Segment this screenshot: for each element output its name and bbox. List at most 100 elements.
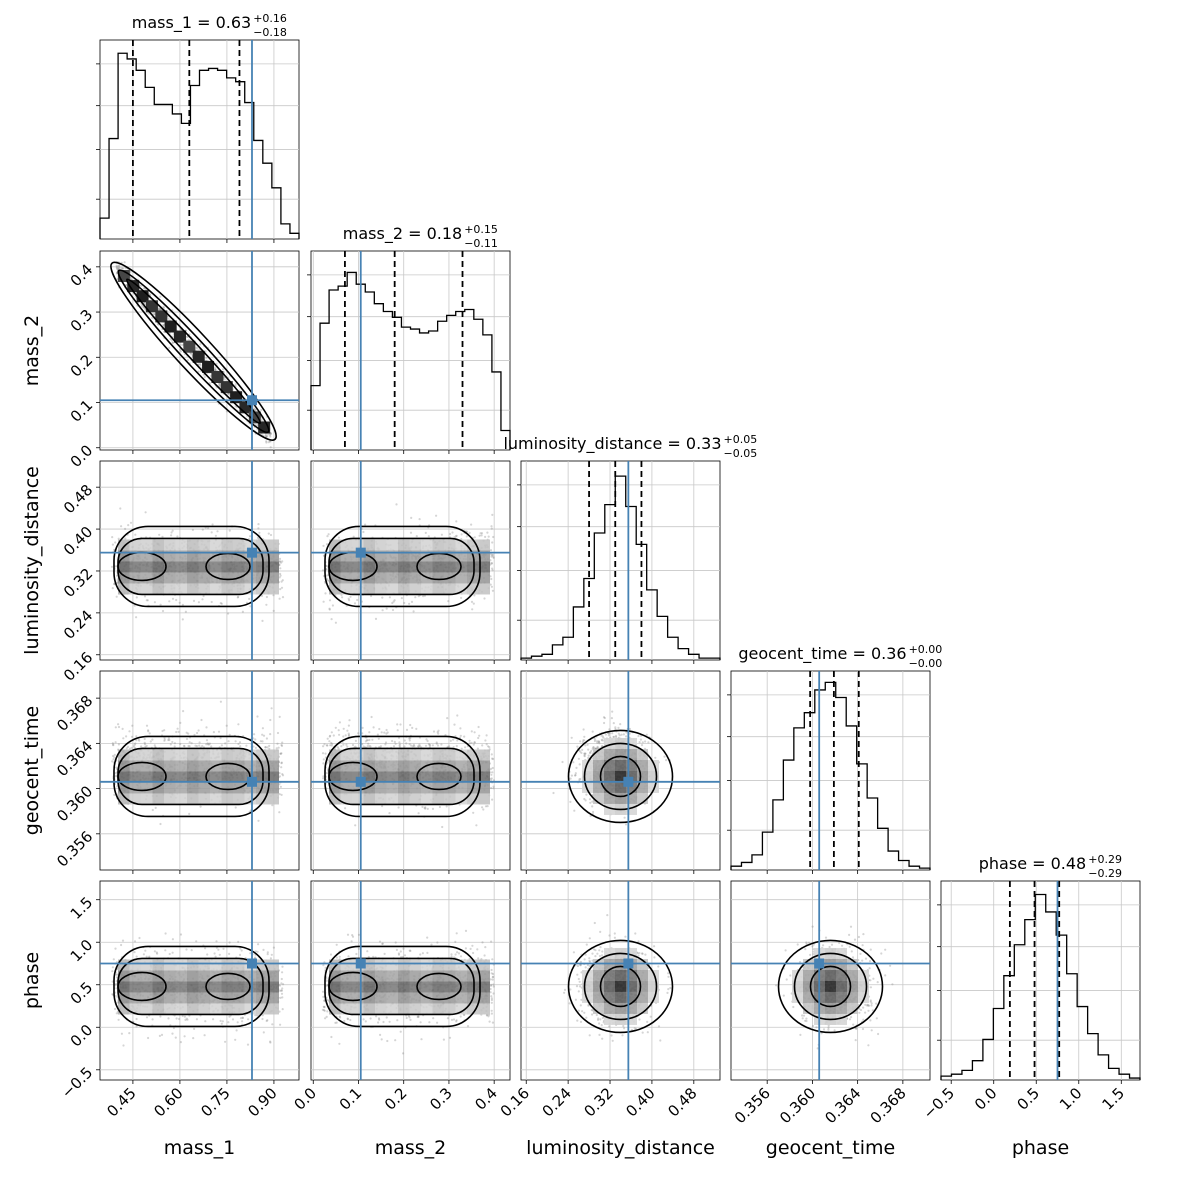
density-cell (210, 539, 222, 551)
panel-geocent_time-mass_2 (310, 670, 511, 874)
scatter-point (196, 347, 199, 350)
scatter-point (257, 819, 260, 822)
density-cell (233, 583, 245, 595)
scatter-point (190, 353, 193, 356)
density-cell (467, 561, 479, 573)
density-cell (129, 771, 141, 783)
scatter-point (411, 726, 414, 730)
density-cell (152, 771, 164, 783)
scatter-point (470, 730, 473, 733)
scatter-point (380, 731, 383, 734)
density-cell (352, 572, 364, 584)
scatter-point (213, 366, 216, 369)
scatter-point (269, 446, 272, 449)
scatter-point (249, 535, 252, 538)
scatter-point (115, 272, 118, 275)
truth-marker (246, 547, 257, 558)
scatter-point (115, 574, 119, 577)
scatter-point (168, 600, 171, 603)
scatter-point (468, 739, 471, 742)
density-cell (375, 572, 387, 584)
density-cell (398, 771, 410, 783)
density-cell (187, 782, 199, 794)
scatter-point (116, 265, 119, 268)
density-cell (198, 782, 210, 794)
density-cell (363, 561, 375, 573)
scatter-point (349, 595, 352, 598)
density-cell (352, 583, 364, 595)
scatter-point (256, 424, 259, 427)
scatter-point (222, 368, 225, 371)
density-cell (444, 749, 456, 761)
scatter-point (417, 812, 420, 815)
scatter-point (276, 742, 279, 745)
scatter-point (138, 284, 142, 287)
scatter-point (179, 742, 182, 746)
y-tick-label: 0.3 (67, 306, 97, 336)
y-tick-label: 0.356 (53, 827, 96, 870)
density-cell (398, 782, 410, 794)
scatter-point (199, 364, 202, 367)
scatter-point (490, 786, 493, 790)
density-cell (233, 539, 245, 551)
density-cell (386, 760, 398, 772)
density-cell (211, 371, 224, 384)
title-lower-error: −0.05 (724, 447, 758, 460)
density-cell (155, 310, 168, 323)
scatter-point (279, 572, 282, 576)
scatter-point (171, 341, 175, 344)
scatter-point (280, 761, 283, 764)
scatter-point (239, 745, 242, 748)
density-cell (198, 583, 210, 595)
scatter-point (115, 264, 118, 267)
density-cell (187, 572, 199, 584)
scatter-point (270, 707, 273, 710)
scatter-point (173, 742, 176, 745)
scatter-point (147, 729, 150, 732)
scatter-point (281, 741, 284, 744)
scatter-point (459, 727, 462, 730)
scatter-point (377, 737, 380, 740)
scatter-point (265, 434, 268, 437)
scatter-point (418, 518, 421, 521)
panel-mass_2-mass_2: mass_2 = 0.18 +0.15−0.11 (307, 223, 511, 454)
scatter-point (159, 308, 162, 311)
scatter-point (383, 731, 386, 734)
scatter-point (185, 335, 188, 338)
scatter-point (134, 742, 137, 745)
scatter-point (269, 432, 272, 435)
density-cell (129, 782, 141, 794)
scatter-point (269, 733, 272, 736)
scatter-point (366, 745, 369, 748)
density-cell (375, 782, 387, 794)
scatter-point (278, 560, 281, 563)
scatter-point (214, 369, 217, 372)
scatter-point (198, 744, 201, 747)
scatter-point (435, 742, 438, 745)
scatter-point (281, 596, 285, 599)
scatter-point (488, 746, 491, 749)
density-cell (444, 561, 456, 573)
density-cell (421, 771, 433, 783)
scatter-point (436, 744, 440, 747)
scatter-point (408, 739, 411, 742)
density-cell (432, 572, 444, 584)
scatter-point (125, 283, 128, 286)
scatter-point (266, 435, 269, 438)
density-cell (386, 583, 398, 595)
scatter-point (115, 766, 118, 769)
scatter-point (410, 600, 414, 604)
density-cell (127, 280, 140, 293)
density-blocks (329, 749, 490, 805)
scatter-point (162, 323, 165, 326)
scatter-point (487, 535, 490, 538)
scatter-point (417, 745, 420, 748)
scatter-point (456, 714, 459, 717)
density-cell (409, 782, 421, 794)
scatter-point (179, 350, 182, 353)
density-cell (421, 561, 433, 573)
scatter-point (195, 346, 198, 349)
scatter-point (281, 773, 284, 776)
scatter-point (347, 732, 350, 735)
scatter-point (490, 585, 493, 588)
